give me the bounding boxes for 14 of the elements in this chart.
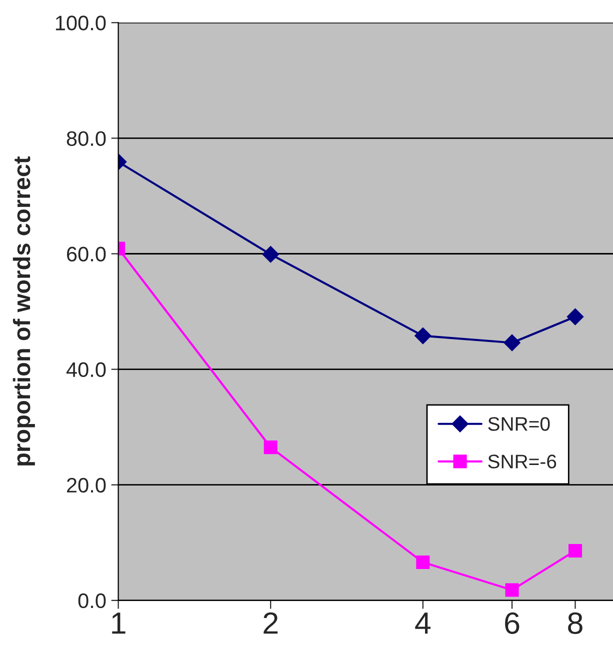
x-tick-label: 2 — [264, 612, 278, 634]
y-tick-label: 80.0 — [66, 131, 106, 146]
x-tick-label: 6 — [505, 612, 520, 634]
y-tick-label: 100.0 — [56, 16, 106, 30]
x-tick-label: 4 — [415, 612, 431, 634]
legend-label: SNR=0 — [488, 417, 550, 431]
legend-label: SNR=-6 — [488, 454, 556, 468]
y-tick-label: 0.0 — [78, 593, 106, 608]
y-tick-label: 40.0 — [66, 362, 106, 378]
y-axis-title: proportion of words correct — [12, 156, 35, 466]
x-tick-label: 8 — [568, 612, 582, 634]
x-tick-label: 1 — [112, 612, 126, 634]
y-tick-label: 20.0 — [67, 478, 106, 493]
y-tick-label: 60.0 — [67, 246, 106, 262]
